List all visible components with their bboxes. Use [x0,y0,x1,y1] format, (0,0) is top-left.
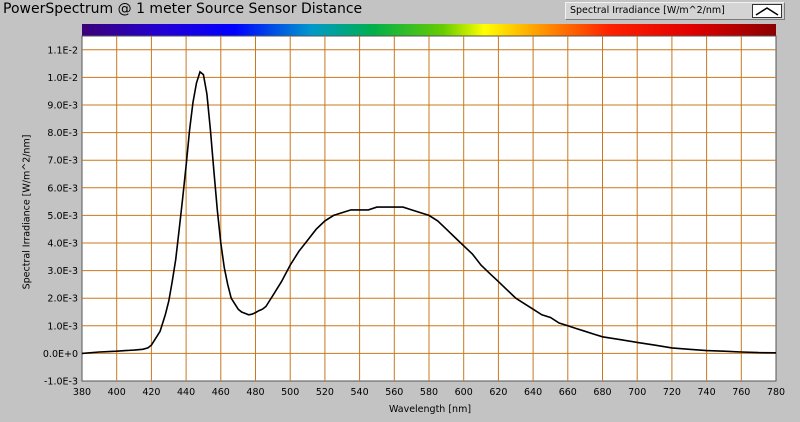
y-tick-label: 7.0E-3 [47,156,78,167]
x-tick-label: 620 [489,387,507,398]
y-tick-label: 8.0E-3 [47,128,78,139]
x-tick-label: 640 [524,387,542,398]
x-tick-label: 420 [142,387,160,398]
x-tick-label: 540 [351,387,369,398]
grid [82,36,776,381]
x-tick-label: 400 [108,387,126,398]
x-tick-label: 520 [316,387,334,398]
x-tick-label: 460 [212,387,230,398]
x-tick-label: 720 [663,387,681,398]
x-tick-label: 600 [455,387,473,398]
x-tick-label: 660 [559,387,577,398]
chart-title: PowerSpectrum @ 1 meter Source Sensor Di… [3,1,363,17]
y-tick-label: 1.0E-2 [47,73,78,84]
y-tick-label: 9.0E-3 [47,101,78,112]
x-tick-label: 480 [246,387,264,398]
x-axis-ticks: 380 400 420 440 460 480 500 520 540 560 580 600 620 6… [73,387,785,398]
legend: Spectral Irradiance [W/m^2/nm] [565,2,785,20]
y-axis-label: Spectral Irradiance [W/m^2/nm] [21,134,33,290]
y-tick-label: -1.0E-3 [44,377,78,388]
y-tick-label: 3.0E-3 [47,266,78,277]
x-tick-label: 740 [698,387,716,398]
x-tick-label: 440 [177,387,195,398]
legend-label: Spectral Irradiance [W/m^2/nm] [570,5,725,16]
x-tick-label: 680 [593,387,611,398]
x-tick-label: 580 [420,387,438,398]
series-line-spectral-irradiance [81,70,777,355]
legend-line-icon [752,4,782,18]
x-axis-label: Wavelength [nm] [388,404,472,415]
x-tick-label: 760 [732,387,750,398]
y-tick-label: 4.0E-3 [47,239,78,250]
x-tick-label: 500 [281,387,299,398]
spectrum-bar [82,24,776,36]
y-tick-label: 2.0E-3 [47,294,78,305]
y-tick-label: 6.0E-3 [47,183,78,194]
y-axis-ticks: -1.0E-3 0.0E+0 1.0E-3 2.0E-3 3.0E-3 4.0E-3 5.0… [43,45,78,387]
y-tick-label: 0.0E+0 [43,349,78,360]
y-tick-label: 1.1E-2 [47,45,78,56]
x-tick-label: 780 [767,387,785,398]
y-tick-label: 5.0E-3 [47,211,78,222]
x-tick-label: 560 [385,387,403,398]
x-tick-label: 380 [73,387,91,398]
x-tick-label: 700 [628,387,646,398]
y-tick-label: 1.0E-3 [47,321,78,332]
